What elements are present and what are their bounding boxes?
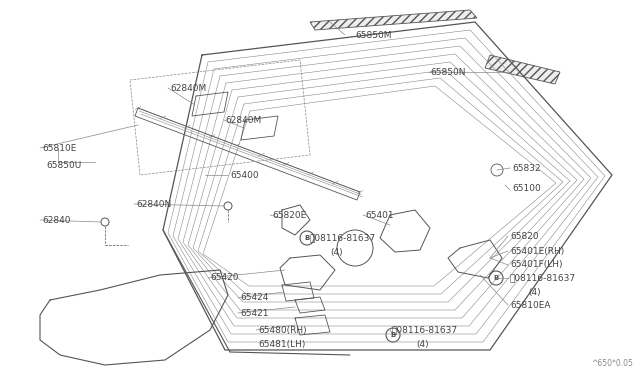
Circle shape bbox=[386, 328, 400, 342]
Text: 65810EA: 65810EA bbox=[510, 301, 550, 310]
Text: Ⓑ08116-81637: Ⓑ08116-81637 bbox=[310, 234, 376, 243]
Text: 65481(LH): 65481(LH) bbox=[258, 340, 305, 349]
Polygon shape bbox=[310, 10, 477, 30]
Text: ^650*0.05: ^650*0.05 bbox=[591, 359, 633, 368]
Text: 65401: 65401 bbox=[365, 211, 394, 219]
Text: B: B bbox=[390, 332, 396, 338]
Text: 62840M: 62840M bbox=[170, 83, 206, 93]
Text: (4): (4) bbox=[330, 248, 342, 257]
Text: 62840N: 62840N bbox=[136, 199, 172, 208]
Text: 62840M: 62840M bbox=[225, 115, 261, 125]
Text: 65400: 65400 bbox=[230, 170, 259, 180]
Text: 65401E(RH): 65401E(RH) bbox=[510, 247, 564, 256]
Text: 65850M: 65850M bbox=[355, 31, 392, 39]
Text: 65850N: 65850N bbox=[430, 67, 465, 77]
Text: (4): (4) bbox=[528, 288, 541, 296]
Text: Ⓑ08116-81637: Ⓑ08116-81637 bbox=[392, 326, 458, 334]
Text: 65100: 65100 bbox=[512, 183, 541, 192]
Circle shape bbox=[224, 202, 232, 210]
Text: 65810E: 65810E bbox=[42, 144, 76, 153]
Text: 65401F(LH): 65401F(LH) bbox=[510, 260, 563, 269]
Text: 65850U: 65850U bbox=[46, 160, 81, 170]
Text: (4): (4) bbox=[416, 340, 429, 349]
Circle shape bbox=[337, 230, 373, 266]
Polygon shape bbox=[485, 55, 560, 84]
Text: 65424: 65424 bbox=[240, 294, 268, 302]
Text: Ⓑ08116-81637: Ⓑ08116-81637 bbox=[510, 273, 576, 282]
Circle shape bbox=[491, 164, 503, 176]
Text: 65421: 65421 bbox=[240, 308, 269, 317]
Text: B: B bbox=[305, 235, 310, 241]
Circle shape bbox=[300, 231, 314, 245]
Text: 65820: 65820 bbox=[510, 231, 539, 241]
Text: 65820E: 65820E bbox=[272, 211, 307, 219]
Text: 65832: 65832 bbox=[512, 164, 541, 173]
Text: 62840: 62840 bbox=[42, 215, 70, 224]
Text: B: B bbox=[493, 275, 499, 281]
Circle shape bbox=[101, 218, 109, 226]
Text: 65480(RH): 65480(RH) bbox=[258, 326, 307, 334]
Text: 65420: 65420 bbox=[210, 273, 239, 282]
Circle shape bbox=[489, 271, 503, 285]
